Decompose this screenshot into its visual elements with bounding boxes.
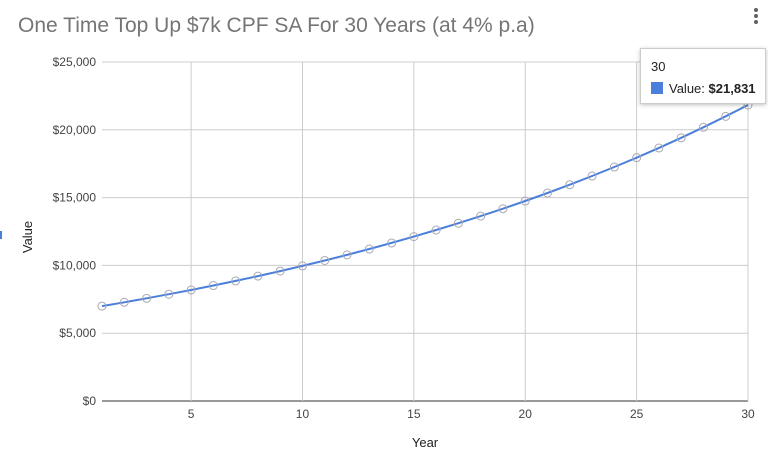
y-tick-label: $0 (83, 394, 97, 408)
x-tick-label: 15 (407, 407, 421, 421)
series-line (101, 104, 749, 308)
data-point (676, 133, 686, 143)
x-tick-label: 5 (188, 407, 195, 421)
chart-title: One Time Top Up $7k CPF SA For 30 Years … (18, 14, 535, 37)
data-point (208, 281, 218, 291)
y-axis-title: Value (20, 221, 35, 253)
data-point (142, 293, 152, 303)
data-point (97, 301, 107, 311)
data-point (609, 162, 619, 172)
x-tick-label: 20 (519, 407, 533, 421)
tooltip-x-value: 30 (651, 59, 666, 74)
data-point (431, 225, 441, 235)
y-tick-label: $10,000 (53, 258, 97, 272)
data-point (543, 188, 553, 198)
data-point (498, 204, 508, 214)
data-point (342, 250, 352, 260)
data-point (387, 238, 397, 248)
data-tooltip: 30 Value: $21,831 (640, 48, 766, 104)
data-point (587, 171, 597, 181)
data-point (253, 271, 263, 281)
legend-marker (0, 231, 2, 239)
data-point (275, 266, 285, 276)
x-axis-title: Year (412, 435, 439, 450)
y-tick-label: $25,000 (53, 55, 97, 69)
data-point (476, 211, 486, 221)
data-point (565, 180, 575, 190)
tooltip-row: Value: $21,831 (651, 81, 756, 96)
data-point (632, 153, 642, 163)
x-tick-label: 30 (741, 407, 755, 421)
data-point (231, 276, 241, 286)
series-value (97, 100, 753, 311)
data-point (520, 196, 530, 206)
data-point (164, 289, 174, 299)
more-options-icon[interactable] (749, 6, 763, 26)
tooltip-value: $21,831 (708, 81, 756, 96)
data-point (721, 111, 731, 121)
data-point (186, 285, 196, 295)
data-point (297, 261, 307, 271)
y-tick-label: $15,000 (53, 191, 97, 205)
tooltip-series-swatch (651, 82, 663, 94)
y-tick-label: $5,000 (59, 326, 96, 340)
data-point (453, 218, 463, 228)
data-point (409, 232, 419, 242)
data-point (654, 143, 664, 153)
axes: $0 $5,000 $10,000 $15,000 $20,000 $25,000 5 10 1… (53, 55, 755, 421)
data-point (119, 297, 129, 307)
data-point (364, 244, 374, 254)
x-tick-label: 10 (296, 407, 310, 421)
data-point (698, 122, 708, 132)
data-point (320, 255, 330, 265)
tooltip-series-label: Value: (669, 81, 705, 96)
gridlines (102, 61, 749, 402)
y-tick-label: $20,000 (53, 123, 97, 137)
x-tick-label: 25 (630, 407, 644, 421)
